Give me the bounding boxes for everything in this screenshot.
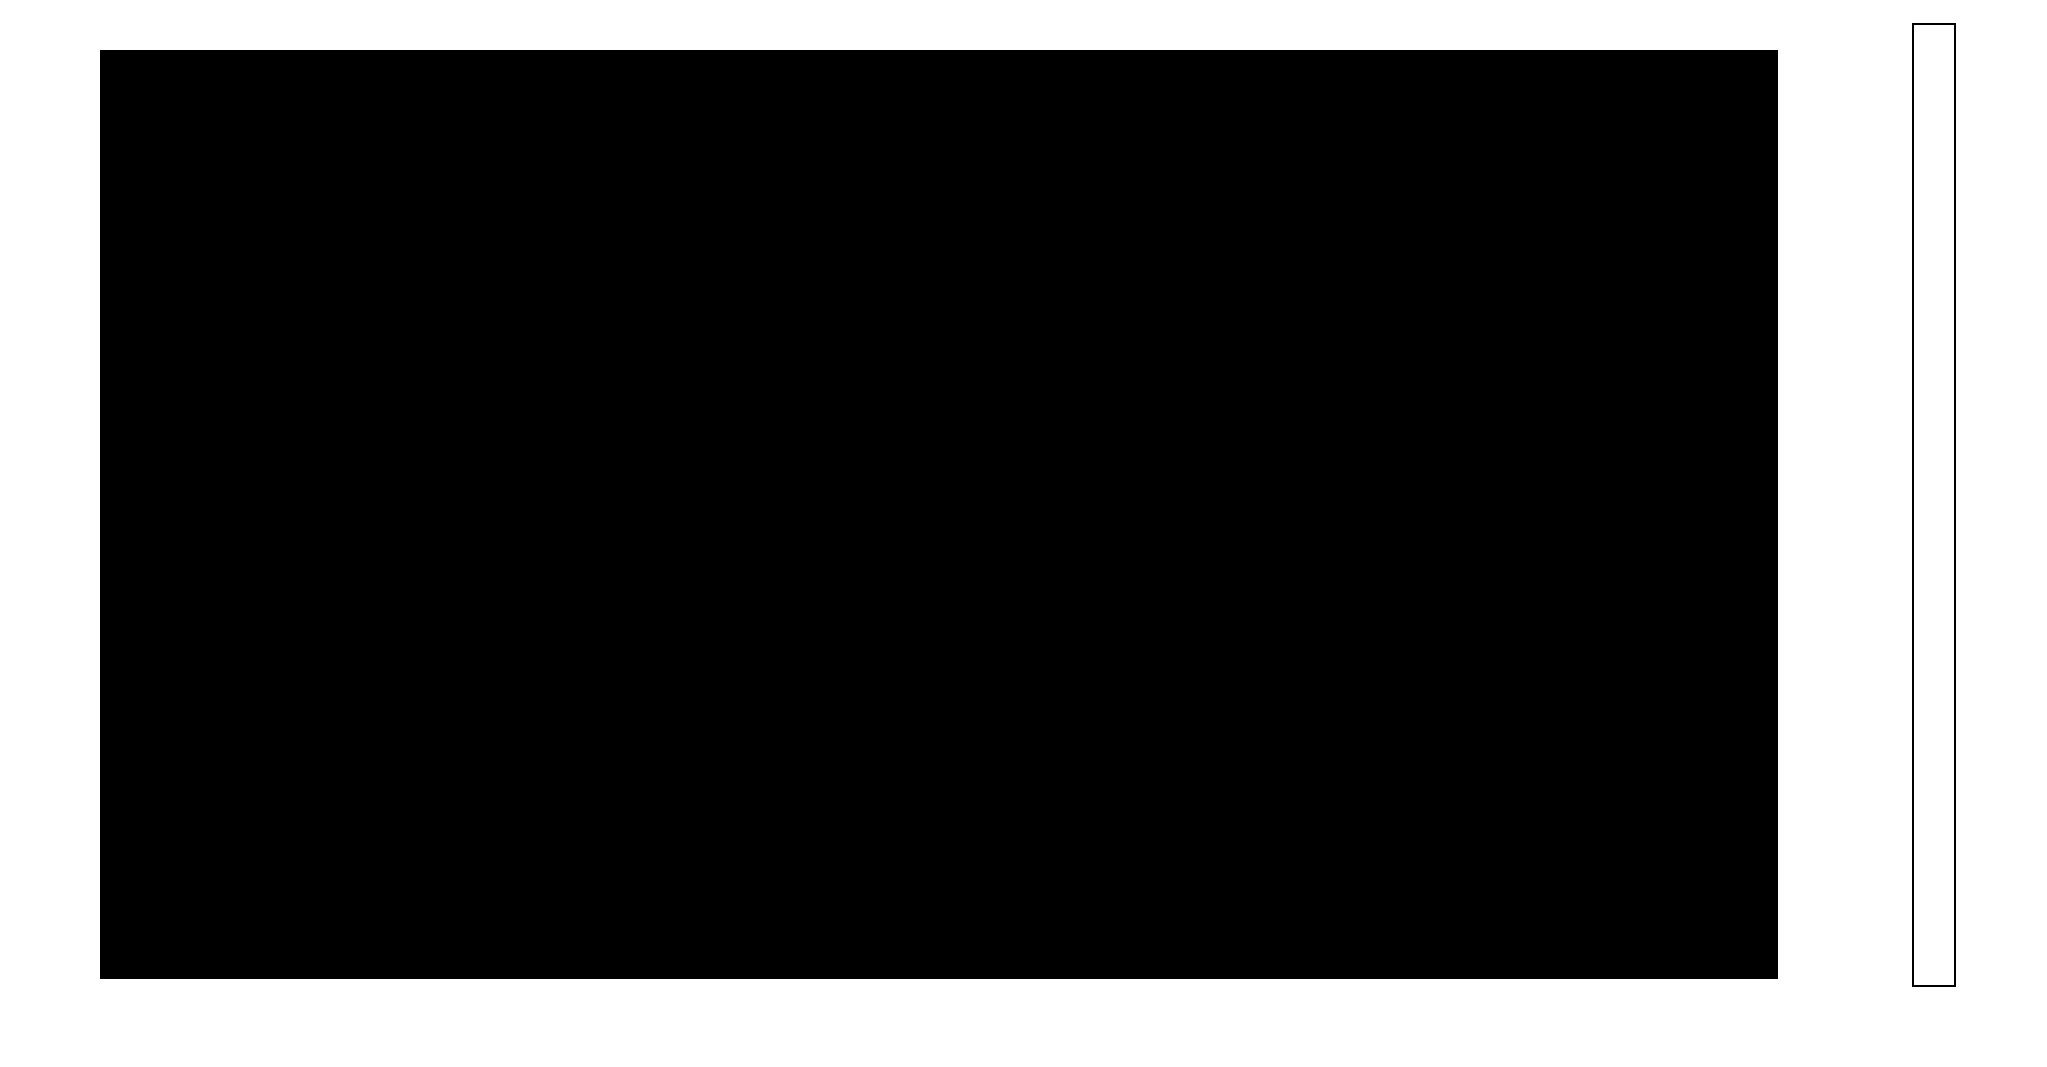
colorbar — [1912, 23, 1956, 987]
spectrogram-canvas — [102, 52, 1776, 977]
spectrogram-plot-area — [100, 50, 1778, 979]
colorbar-canvas — [1914, 25, 1954, 985]
